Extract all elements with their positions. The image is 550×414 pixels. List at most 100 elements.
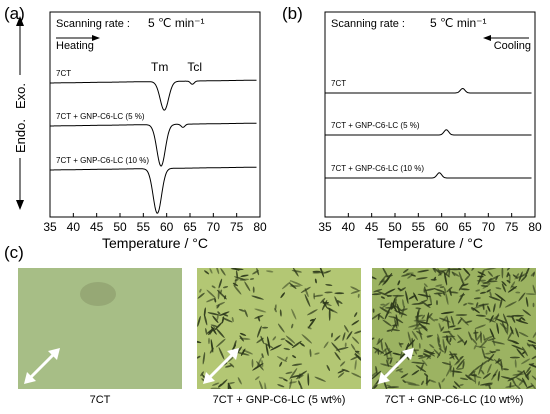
lc-domain [476,279,487,282]
lc-domain [459,288,470,291]
lc-domain [354,330,361,334]
lc-domain [382,277,390,286]
lc-domain [292,355,297,359]
lc-domain [444,272,448,286]
lc-domain [203,307,206,317]
lc-domain [517,370,523,373]
lc-domain [485,317,496,323]
lc-domain [289,378,293,389]
lc-domain [235,270,239,279]
x-tick-label: 60 [160,220,174,234]
lc-domain [524,268,530,278]
lc-domain [417,269,430,273]
lc-domain [441,361,451,366]
lc-domain [401,273,411,277]
lc-domain [326,364,331,371]
lc-domain [484,268,497,271]
lc-domain [497,370,500,382]
lc-domain [354,352,361,362]
lc-domain [382,319,392,327]
lc-domain [488,384,491,389]
lc-domain [388,347,392,358]
lc-domain [351,320,360,326]
lc-domain [328,307,331,321]
lc-domain [440,311,455,315]
lc-domain [411,361,425,365]
lc-domain [460,316,469,326]
lc-domain [204,270,210,275]
lc-domain [477,272,484,285]
lc-domain [531,344,536,351]
lc-domain [379,306,390,314]
micrograph-5wt [197,268,361,389]
lc-domain [414,314,424,318]
lc-domain [350,286,360,291]
lc-domain [473,331,479,334]
lc-domain [389,358,393,365]
lc-domain [514,370,525,379]
lc-domain [285,356,288,361]
lc-domain [400,373,409,379]
lc-domain [376,338,384,345]
lc-domain [478,303,490,307]
lc-domain [350,343,356,351]
lc-domain [380,363,393,367]
lc-domain [437,351,441,359]
lc-domain [304,294,311,307]
lc-domain [216,338,226,348]
lc-domain [266,270,274,273]
lc-domain [495,349,501,352]
lc-domain [511,315,516,323]
lc-domain [526,366,531,374]
lc-domain [500,376,514,380]
lc-domain [477,275,484,278]
lc-domain [339,361,346,367]
x-tick-label: 35 [318,220,332,234]
lc-domain [515,291,521,294]
x-tick-label: 65 [458,220,472,234]
series-label: 7CT + GNP-C6-LC (5 %) [56,112,145,121]
lc-domain [402,268,409,274]
lc-domain [289,368,298,380]
x-tick-label: 50 [388,220,402,234]
lc-domain [420,362,424,372]
lc-domain [288,381,298,384]
lc-domain [499,297,503,309]
lc-domain [313,294,324,298]
lc-domain [525,293,536,296]
lc-domain [502,368,509,371]
lc-domain [214,298,217,303]
lc-domain [377,338,381,344]
lc-domain [482,334,486,343]
lc-domain [280,292,286,299]
lc-domain [283,347,291,351]
lc-domain [475,302,479,307]
lc-domain [424,288,436,292]
polarizer-arrowhead-end [402,348,414,360]
lc-domain [479,382,494,386]
lc-domain [411,330,418,341]
lc-domain [341,368,350,373]
lc-domain [351,372,361,378]
micrograph-caption-7ct: 7CT [89,394,111,406]
lc-domain [222,313,229,317]
lc-domain [344,342,347,348]
lc-domain [372,370,382,380]
series-line [50,166,257,214]
lc-domain [458,292,465,304]
lc-domain [487,271,494,277]
lc-domain [240,274,249,277]
lc-domain [482,372,491,379]
x-tick-label: 45 [90,220,104,234]
lc-domain [257,325,262,338]
lc-domain [254,315,264,319]
lc-domain [509,356,520,359]
lc-domain [219,379,228,387]
x-tick-label: 40 [342,220,356,234]
micrograph-background [197,268,361,389]
x-tick-label: 35 [43,220,57,234]
lc-domain [277,323,285,333]
lc-domain [526,342,531,348]
lc-domain [473,344,477,350]
lc-domain [392,294,405,297]
